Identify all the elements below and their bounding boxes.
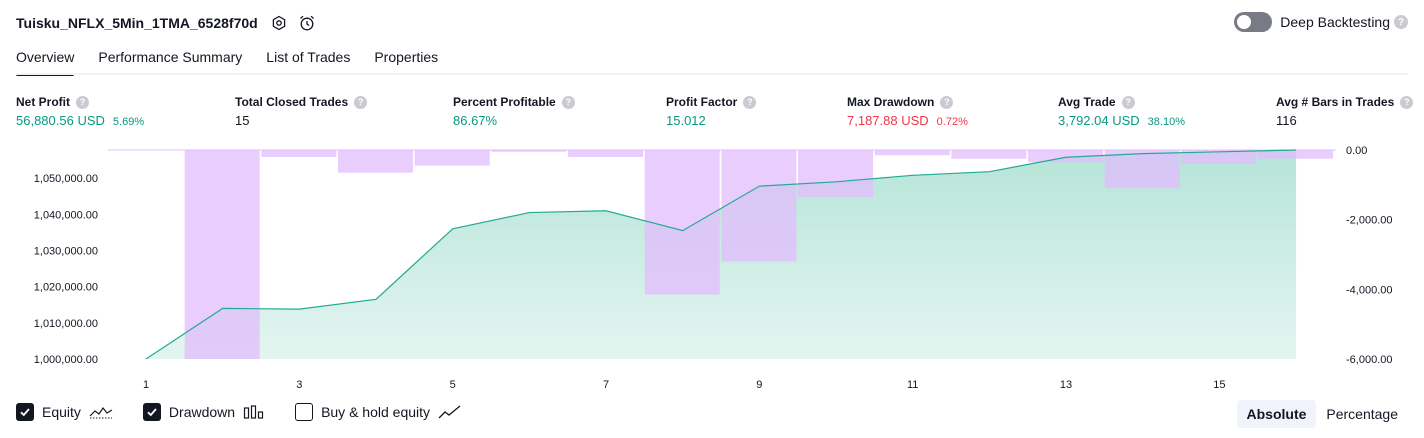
metric-value: 86.67%: [453, 113, 498, 128]
help-icon[interactable]: ?: [354, 95, 368, 109]
x-axis-tick: 11: [907, 379, 918, 391]
right-axis-tick: -6,000.00: [1346, 354, 1392, 366]
tab-performance-summary[interactable]: Performance Summary: [98, 49, 243, 65]
metric-profit-factor: Profit Factor? 15.012: [666, 94, 757, 128]
x-axis-tick: 9: [756, 379, 762, 391]
right-axis-tick: -2,000.00: [1346, 215, 1392, 227]
legend-equity-label: Equity: [42, 404, 81, 420]
metric-label: Avg Trade: [1058, 95, 1116, 109]
absolute-button[interactable]: Absolute: [1236, 400, 1317, 428]
drawdown-bar[interactable]: [644, 150, 720, 295]
tab-bar: Overview Performance Summary List of Tra…: [16, 44, 462, 76]
deep-backtesting-label: Deep Backtesting: [1280, 14, 1390, 30]
trend-line-icon: [438, 404, 462, 420]
x-axis-tick: 13: [1060, 379, 1072, 391]
legend-buy-hold[interactable]: Buy & hold equity: [295, 403, 462, 421]
help-icon[interactable]: ?: [743, 95, 757, 109]
metric-avg-trade: Avg Trade? 3,792.04 USD 38.10%: [1058, 94, 1185, 128]
right-axis-tick: 0.00: [1346, 145, 1367, 157]
left-axis-tick: 1,010,000.00: [34, 318, 98, 330]
percentage-button[interactable]: Percentage: [1326, 406, 1398, 422]
equity-checkbox[interactable]: [16, 403, 34, 421]
metric-percent: 0.72%: [936, 116, 968, 128]
left-axis-tick: 1,030,000.00: [34, 246, 98, 258]
metric-label: Percent Profitable: [453, 95, 556, 109]
help-icon[interactable]: ?: [940, 95, 954, 109]
metric-label: Net Profit: [16, 95, 70, 109]
drawdown-bar[interactable]: [414, 150, 490, 166]
metric-percent: 5.69%: [112, 116, 145, 128]
left-axis-tick: 1,040,000.00: [34, 209, 98, 221]
metric-label: Max Drawdown: [847, 95, 935, 109]
chart-legend: Equity Drawdown Buy & hold equity: [16, 403, 492, 421]
metric-value: 3,792.04 USD: [1058, 113, 1140, 128]
drawdown-bar[interactable]: [1258, 150, 1334, 159]
drawdown-bar[interactable]: [338, 150, 414, 173]
drawdown-bar[interactable]: [1028, 150, 1104, 163]
tab-list-of-trades[interactable]: List of Trades: [266, 49, 351, 65]
strategy-title: Tuisku_NFLX_5Min_1TMA_6528f70d: [16, 15, 258, 31]
buy-hold-checkbox[interactable]: [295, 403, 314, 421]
drawdown-bar[interactable]: [184, 150, 260, 359]
left-axis-tick: 1,000,000.00: [34, 354, 98, 366]
alarm-clock-icon[interactable]: [296, 12, 318, 34]
metric-avg-bars-in-trades: Avg # Bars in Trades? 116: [1276, 94, 1414, 128]
legend-drawdown[interactable]: Drawdown: [142, 403, 265, 421]
help-icon[interactable]: ?: [1400, 95, 1414, 109]
x-axis-tick: 5: [450, 379, 456, 391]
metric-value: 116: [1276, 113, 1297, 128]
drawdown-bar[interactable]: [874, 150, 950, 156]
tabs-divider: [16, 73, 1408, 75]
metric-percent: 38.10%: [1147, 116, 1185, 128]
legend-drawdown-label: Drawdown: [168, 404, 236, 420]
equity-line[interactable]: [145, 149, 1297, 360]
x-axis-tick: 3: [296, 379, 302, 391]
help-icon[interactable]: ?: [1394, 15, 1408, 29]
metric-value: 15: [235, 113, 250, 128]
help-icon[interactable]: ?: [561, 95, 575, 109]
drawdown-bar[interactable]: [491, 150, 567, 152]
metric-label: Profit Factor: [666, 95, 738, 109]
equity-drawdown-chart[interactable]: 1,000,000.00 1,010,000.00 1,020,000.00 1,03…: [0, 140, 1424, 395]
strategy-header: Tuisku_NFLX_5Min_1TMA_6528f70d: [16, 10, 318, 36]
drawdown-bar[interactable]: [1181, 150, 1257, 164]
x-axis-tick: 7: [603, 379, 609, 391]
metric-label: Total Closed Trades: [235, 95, 349, 109]
bar-chart-icon: [243, 404, 265, 420]
equity-line-icon: [89, 404, 113, 420]
right-axis-tick: -4,000.00: [1346, 284, 1392, 296]
metric-max-drawdown: Max Drawdown? 7,187.88 USD 0.72%: [847, 94, 968, 128]
metric-label: Avg # Bars in Trades: [1276, 95, 1395, 109]
left-axis-tick: 1,020,000.00: [34, 282, 98, 294]
drawdown-bar[interactable]: [721, 150, 797, 262]
toggle-knob: [1237, 15, 1252, 29]
equity-area: [146, 150, 1297, 359]
x-axis-tick: 15: [1213, 379, 1225, 391]
metric-total-closed-trades: Total Closed Trades? 15: [235, 94, 368, 128]
metric-value: 7,187.88 USD: [847, 113, 929, 128]
drawdown-bar[interactable]: [951, 150, 1027, 159]
drawdown-bar[interactable]: [261, 150, 337, 157]
tab-properties[interactable]: Properties: [374, 49, 439, 65]
metric-percent-profitable: Percent Profitable? 86.67%: [453, 94, 575, 128]
scale-mode-toggle: Absolute Percentage: [1236, 400, 1409, 428]
drawdown-bar[interactable]: [568, 150, 644, 157]
drawdown-checkbox[interactable]: [142, 403, 161, 421]
drawdown-bar[interactable]: [798, 150, 874, 198]
deep-backtesting: Deep Backtesting ?: [1234, 12, 1408, 32]
drawdown-bar[interactable]: [1104, 150, 1180, 189]
settings-icon[interactable]: [268, 12, 290, 34]
help-icon[interactable]: ?: [76, 95, 89, 109]
left-axis-tick: 1,050,000.00: [34, 173, 98, 185]
legend-equity[interactable]: Equity: [16, 403, 113, 421]
help-icon[interactable]: ?: [1121, 95, 1135, 109]
legend-buy-hold-label: Buy & hold equity: [321, 404, 431, 420]
deep-backtesting-toggle[interactable]: [1234, 12, 1273, 32]
metric-value: 56,880.56 USD: [16, 113, 105, 128]
tab-overview[interactable]: Overview: [16, 44, 75, 76]
x-axis-tick: 1: [143, 379, 149, 391]
metric-net-profit: Net Profit? 56,880.56 USD 5.69%: [16, 94, 144, 128]
metric-value: 15.012: [666, 113, 706, 128]
